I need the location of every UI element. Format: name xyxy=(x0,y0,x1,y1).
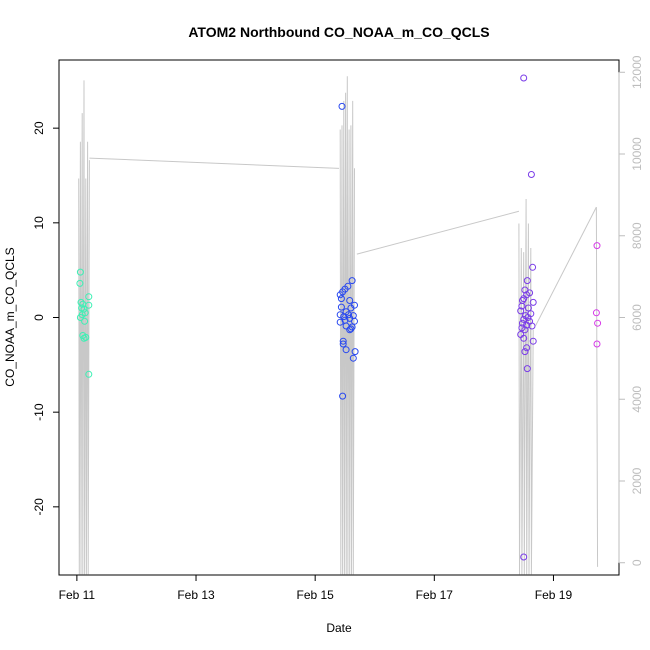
y-tick-label: -10 xyxy=(32,403,46,421)
data-point xyxy=(76,314,84,321)
altitude-layer xyxy=(78,76,599,575)
y-tick-label: 20 xyxy=(32,121,46,135)
x-tick-label: Feb 11 xyxy=(59,588,96,602)
secondary-y-axis: 0 2000 4000 6000 8000 10000 12000 xyxy=(618,55,644,566)
y-tick-label: 0 xyxy=(32,314,46,321)
data-point xyxy=(347,325,355,333)
x-tick-label: Feb 17 xyxy=(416,588,454,602)
data-point xyxy=(523,277,531,285)
data-point xyxy=(85,301,93,309)
data-point xyxy=(345,311,352,319)
data-point xyxy=(519,297,526,304)
y-axis-label: CO_NOAA_m_CO_QCLS xyxy=(3,247,17,386)
altitude-segment xyxy=(356,210,520,255)
altitude-profile xyxy=(518,198,534,575)
altitude-segment xyxy=(89,157,340,169)
x-tick-label: Feb 15 xyxy=(296,588,334,602)
y-tick-label: 10 xyxy=(32,216,46,230)
data-point xyxy=(529,263,537,271)
data-point xyxy=(592,309,600,317)
data-point xyxy=(81,317,89,325)
y2-tick-label: 4000 xyxy=(630,386,644,413)
data-point xyxy=(521,326,529,334)
data-point xyxy=(523,344,531,352)
data-point xyxy=(529,298,537,306)
data-point xyxy=(337,295,345,303)
data-point xyxy=(593,340,601,348)
data-point xyxy=(519,319,526,327)
data-point xyxy=(336,318,344,326)
data-point xyxy=(520,74,528,82)
data-point xyxy=(339,392,347,400)
data-point xyxy=(342,346,350,354)
data-point xyxy=(346,326,354,334)
data-point xyxy=(337,303,345,311)
y-axis: -20 -10 0 10 20 xyxy=(32,121,59,516)
x-tick-label: Feb 19 xyxy=(535,588,573,602)
data-point xyxy=(520,553,528,561)
altitude-profile xyxy=(78,80,90,575)
data-point xyxy=(524,304,532,312)
y2-tick-label: 2000 xyxy=(630,467,644,494)
x-tick-label: Feb 13 xyxy=(177,588,215,602)
y2-tick-label: 10000 xyxy=(630,137,644,171)
data-point xyxy=(348,277,356,285)
altitude-segment xyxy=(595,207,599,567)
x-axis: Feb 11 Feb 13 Feb 15 Feb 17 Feb 19 xyxy=(59,574,573,602)
data-point xyxy=(593,242,601,250)
data-point xyxy=(80,334,88,342)
data-point xyxy=(76,268,84,276)
data-point xyxy=(517,307,525,315)
data-point xyxy=(518,302,526,310)
y2-tick-label: 6000 xyxy=(630,304,644,331)
data-point xyxy=(527,171,535,178)
data-point xyxy=(524,314,532,321)
y-tick-label: -20 xyxy=(32,498,46,516)
data-point xyxy=(339,337,347,345)
altitude-profile xyxy=(339,76,355,575)
y2-tick-label: 12000 xyxy=(630,55,644,89)
x-axis-label: Date xyxy=(326,621,352,635)
data-point xyxy=(338,102,346,110)
y2-tick-label: 0 xyxy=(630,559,644,566)
data-point xyxy=(351,348,359,356)
data-points-layer xyxy=(76,74,602,561)
data-point xyxy=(347,304,355,312)
data-point xyxy=(520,295,528,303)
data-point xyxy=(85,293,93,301)
data-point xyxy=(594,319,602,327)
data-point xyxy=(346,297,354,304)
data-point xyxy=(349,354,357,362)
data-point xyxy=(523,365,531,373)
data-point xyxy=(528,322,536,330)
data-point xyxy=(351,317,358,325)
data-point xyxy=(520,334,528,342)
altitude-segment xyxy=(535,206,597,326)
data-point xyxy=(336,311,344,319)
data-point xyxy=(521,348,529,356)
y2-tick-label: 8000 xyxy=(630,222,644,249)
chart-title: ATOM2 Northbound CO_NOAA_m_CO_QCLS xyxy=(188,24,489,40)
data-point xyxy=(76,279,84,287)
data-point xyxy=(85,370,93,378)
data-point xyxy=(336,291,344,299)
data-point xyxy=(529,337,537,345)
data-point xyxy=(339,340,347,348)
